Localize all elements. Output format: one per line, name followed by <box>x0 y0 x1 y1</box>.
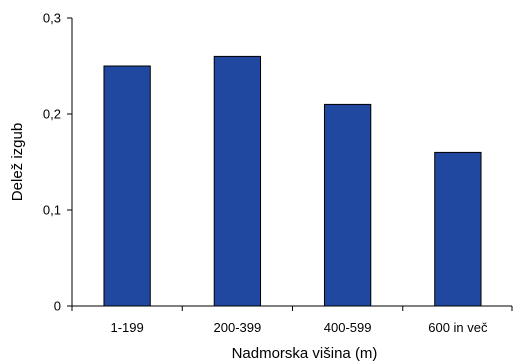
y-tick-label: 0 <box>54 299 61 314</box>
bars <box>103 55 482 307</box>
y-tick-label: 0,1 <box>43 203 61 218</box>
bar-2 <box>213 55 262 307</box>
y-axis-ticks: 0 0,1 0,2 0,3 <box>43 11 72 314</box>
x-axis-ticks: 1-199 200-399 400-599 600 in več <box>71 306 513 335</box>
x-tick-label: 400-599 <box>324 320 372 335</box>
bar-1 <box>103 65 151 307</box>
y-tick-label: 0,3 <box>43 11 61 26</box>
x-tick-label: 1-199 <box>111 320 144 335</box>
bar-3 <box>323 103 372 307</box>
x-tick-label: 200-399 <box>214 320 262 335</box>
y-axis-title: Delež izgub <box>9 123 26 201</box>
bar-4 <box>434 151 482 307</box>
y-tick-label: 0,2 <box>43 107 61 122</box>
x-tick-label: 600 in več <box>428 320 488 335</box>
x-axis-title: Nadmorska višina (m) <box>232 345 378 362</box>
